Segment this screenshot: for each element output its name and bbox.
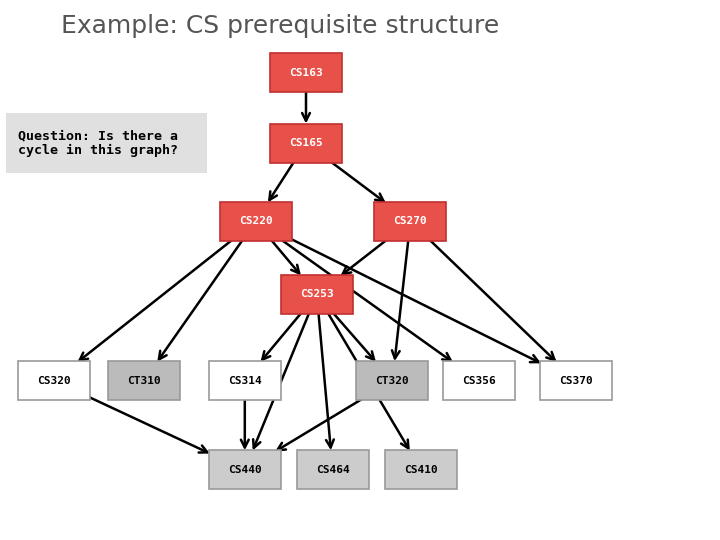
Text: CS314: CS314	[228, 376, 261, 386]
Text: CT320: CT320	[376, 376, 409, 386]
Text: CS370: CS370	[559, 376, 593, 386]
Text: CS165: CS165	[289, 138, 323, 148]
FancyBboxPatch shape	[356, 361, 428, 400]
FancyBboxPatch shape	[374, 202, 446, 241]
Text: CS270: CS270	[394, 217, 427, 226]
FancyBboxPatch shape	[443, 361, 515, 400]
Text: CS464: CS464	[316, 465, 349, 475]
Text: Example: CS prerequisite structure: Example: CS prerequisite structure	[61, 14, 500, 37]
Text: CT310: CT310	[127, 376, 161, 386]
Text: CS320: CS320	[37, 376, 71, 386]
FancyBboxPatch shape	[281, 275, 353, 314]
Text: CS440: CS440	[228, 465, 261, 475]
Text: CS220: CS220	[239, 217, 272, 226]
FancyBboxPatch shape	[209, 450, 281, 489]
FancyBboxPatch shape	[270, 124, 342, 163]
Text: Question: Is there a
cycle in this graph?: Question: Is there a cycle in this graph…	[18, 129, 178, 157]
Text: CS253: CS253	[300, 289, 333, 299]
Text: CS163: CS163	[289, 68, 323, 78]
FancyBboxPatch shape	[6, 113, 207, 173]
FancyBboxPatch shape	[209, 361, 281, 400]
FancyBboxPatch shape	[540, 361, 612, 400]
FancyBboxPatch shape	[270, 53, 342, 92]
FancyBboxPatch shape	[297, 450, 369, 489]
Text: CS410: CS410	[405, 465, 438, 475]
Text: CS356: CS356	[462, 376, 495, 386]
FancyBboxPatch shape	[108, 361, 180, 400]
FancyBboxPatch shape	[220, 202, 292, 241]
FancyBboxPatch shape	[385, 450, 457, 489]
FancyBboxPatch shape	[18, 361, 90, 400]
